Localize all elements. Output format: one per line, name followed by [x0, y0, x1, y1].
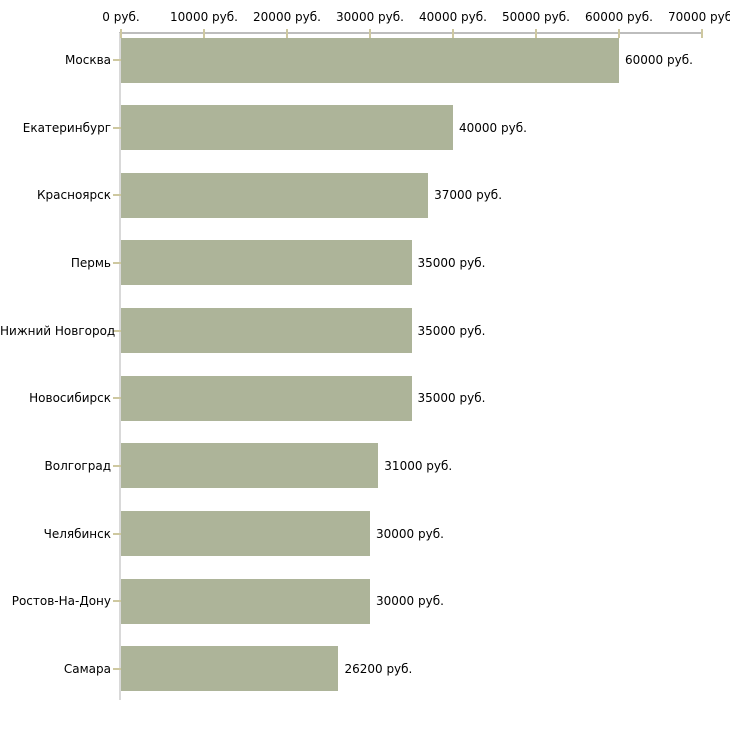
value-label: 35000 руб. — [417, 391, 486, 406]
x-axis-tick-label: 20000 руб. — [253, 10, 321, 24]
y-axis-tick — [113, 126, 121, 129]
y-axis-tick — [113, 59, 121, 61]
value-label: 40000 руб. — [459, 120, 527, 135]
value-label: 30000 руб. — [376, 526, 444, 541]
x-axis-tick-label: 0 руб. — [102, 10, 140, 24]
bar-9 — [121, 578, 370, 624]
y-axis-tick — [113, 329, 121, 332]
x-axis-tick — [701, 29, 703, 38]
x-axis-tick-label: 50000 руб. — [502, 10, 570, 24]
y-axis-tick — [113, 532, 121, 535]
category-label: Челябинск — [43, 526, 111, 541]
bar-8 — [121, 511, 370, 557]
value-label: 35000 руб. — [417, 323, 486, 338]
y-axis-tick — [113, 464, 121, 467]
category-label: Волгоград — [44, 458, 111, 473]
x-axis-tick — [286, 29, 288, 38]
bar-3 — [121, 172, 429, 218]
value-label: 31000 руб. — [384, 458, 453, 473]
bar-6 — [121, 375, 412, 421]
x-axis-tick-label: 60000 руб. — [585, 10, 653, 24]
y-axis-tick — [113, 397, 121, 400]
bar-4 — [121, 240, 412, 286]
bar-1 — [121, 37, 619, 83]
x-axis-tick — [203, 29, 205, 38]
bar-5 — [121, 308, 412, 354]
y-axis-tick — [113, 667, 121, 670]
x-axis-tick — [120, 29, 122, 38]
y-axis-tick — [113, 600, 121, 603]
bar-10 — [121, 646, 339, 692]
category-label: Москва — [65, 53, 111, 67]
x-axis-line — [119, 32, 703, 34]
category-label: Нижний Новгород — [0, 323, 116, 338]
value-label: 37000 руб. — [434, 188, 503, 203]
value-label: 35000 руб. — [417, 255, 486, 270]
value-label: 26200 руб. — [344, 661, 413, 676]
y-axis-tick — [113, 261, 121, 264]
bar-7 — [121, 443, 379, 489]
category-label: Красноярск — [37, 188, 111, 203]
bar-2 — [121, 105, 453, 151]
x-axis-tick — [452, 29, 454, 38]
x-axis-tick-label: 40000 руб. — [419, 10, 487, 24]
x-axis-tick-label: 70000 руб. — [668, 10, 730, 24]
category-label: Екатеринбург — [22, 120, 111, 135]
x-axis-tick — [618, 29, 620, 38]
category-label: Самара — [63, 661, 111, 676]
value-label: 60000 руб. — [625, 53, 693, 67]
category-label: Пермь — [70, 255, 111, 270]
value-label: 30000 руб. — [376, 594, 444, 609]
x-axis-tick — [369, 29, 371, 38]
y-axis-line — [119, 33, 121, 700]
category-label: Новосибирск — [29, 391, 111, 406]
x-axis-tick-label: 30000 руб. — [336, 10, 404, 24]
y-axis-tick — [113, 194, 121, 197]
x-axis-tick-label: 10000 руб. — [170, 10, 238, 24]
category-label: Ростов-На-Дону — [11, 594, 111, 609]
x-axis-tick — [535, 29, 537, 38]
